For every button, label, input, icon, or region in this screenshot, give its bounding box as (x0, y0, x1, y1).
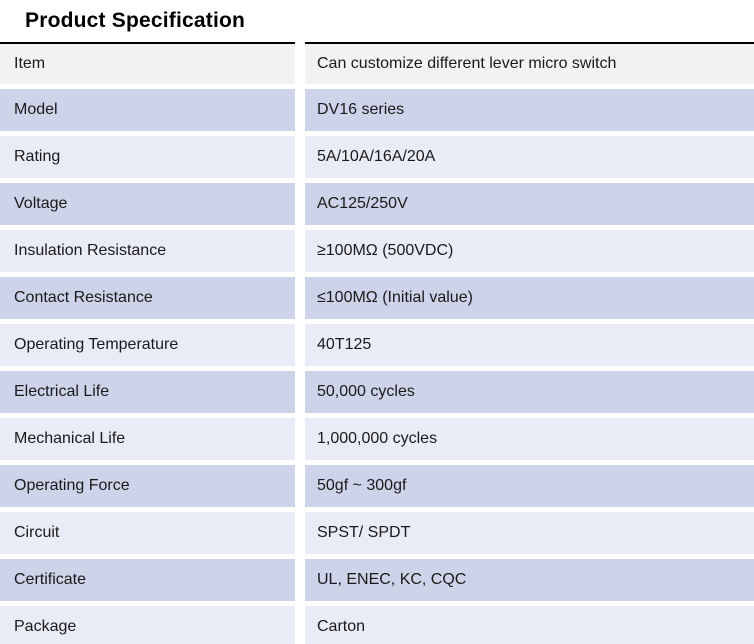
table-row-label: Electrical Life (0, 371, 295, 413)
table-row-label: Operating Force (0, 465, 295, 507)
table-row-value: AC125/250V (305, 183, 754, 225)
table-row-label: Insulation Resistance (0, 230, 295, 272)
table-row-label: Certificate (0, 559, 295, 601)
table-row-label: Model (0, 89, 295, 131)
table-row-value: 1,000,000 cycles (305, 418, 754, 460)
table-header-item-cell: Item (0, 42, 295, 84)
table-row-value: SPST/ SPDT (305, 512, 754, 554)
table-row-label: Rating (0, 136, 295, 178)
table-row-value: Carton (305, 606, 754, 644)
table-row-value: 50,000 cycles (305, 371, 754, 413)
table-row-label: Circuit (0, 512, 295, 554)
table-row-label: Operating Temperature (0, 324, 295, 366)
table-row-value: DV16 series (305, 89, 754, 131)
table-row-value: ≥100MΩ (500VDC) (305, 230, 754, 272)
table-row-label: Package (0, 606, 295, 644)
table-row-label: Voltage (0, 183, 295, 225)
table-row-value: 50gf ~ 300gf (305, 465, 754, 507)
table-row-value: UL, ENEC, KC, CQC (305, 559, 754, 601)
table-row-value: ≤100MΩ (Initial value) (305, 277, 754, 319)
table-header-description-cell: Can customize different lever micro swit… (305, 42, 754, 84)
table-row-value: 5A/10A/16A/20A (305, 136, 754, 178)
table-row-label: Mechanical Life (0, 418, 295, 460)
page-title: Product Specification (25, 9, 246, 32)
table-row-value: 40T125 (305, 324, 754, 366)
specification-table: Item Can customize different lever micro… (0, 42, 754, 644)
table-row-label: Contact Resistance (0, 277, 295, 319)
